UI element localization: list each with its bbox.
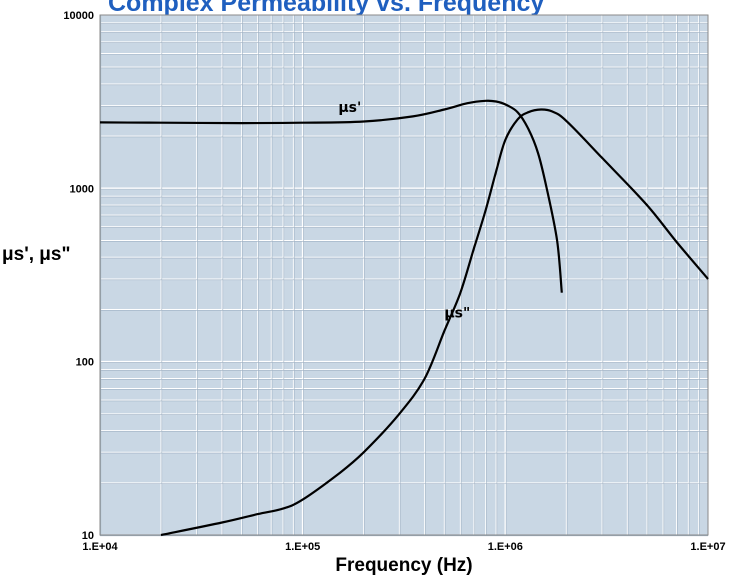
- y-axis-label: μs', μs": [2, 244, 70, 265]
- y-tick-label: 1000: [70, 183, 94, 195]
- series-line-mu-imag: [160, 108, 709, 537]
- x-tick-labels: 1.E+04 1.E+05 1.E+06 1.E+07: [82, 541, 725, 553]
- x-tick-label: 1.E+06: [488, 541, 523, 553]
- grid-lines: [100, 15, 708, 537]
- series-line-mu-real: [99, 99, 563, 293]
- y-tick-label: 10: [82, 530, 94, 542]
- label-mu-real: μs': [338, 100, 361, 116]
- series-layer: [99, 99, 709, 537]
- plot-frame: [99, 14, 709, 536]
- x-tick-label: 1.E+04: [82, 541, 118, 553]
- plot-area: [100, 15, 708, 535]
- annotation-layer: μs' μs": [338, 100, 470, 321]
- y-tick-label: 100: [76, 357, 94, 369]
- y-tick-labels: 10 100 1000 10000: [63, 10, 94, 542]
- chart-title: Complex Permeability vs. Frequency: [108, 0, 545, 17]
- label-mu-imag: μs": [444, 305, 470, 321]
- x-tick-label: 1.E+05: [285, 541, 320, 553]
- x-axis-label: Frequency (Hz): [335, 555, 472, 576]
- y-tick-label: 10000: [63, 10, 94, 22]
- x-tick-label: 1.E+07: [690, 541, 725, 553]
